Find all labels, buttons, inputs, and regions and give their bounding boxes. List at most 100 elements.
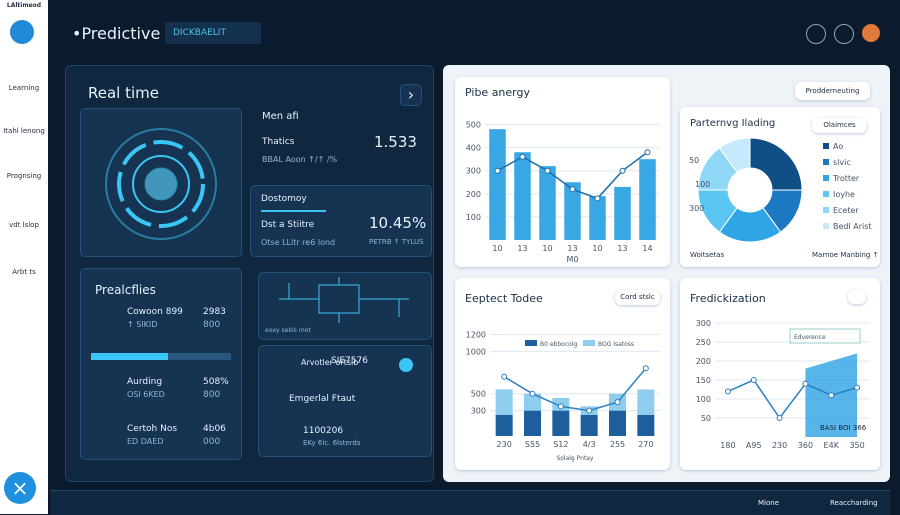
- card-title: Prealcflies: [95, 283, 156, 297]
- label: eoey sebls mot: [265, 327, 311, 334]
- point: [619, 167, 626, 174]
- circuit: [279, 277, 409, 323]
- bar-segment: [524, 410, 541, 436]
- status-dot: [399, 358, 413, 372]
- x-tick-label: 4/3: [583, 440, 596, 449]
- next-button[interactable]: ›: [400, 84, 422, 106]
- row-text: OSI 6KED: [127, 390, 165, 399]
- legend-label: Eceter: [833, 206, 859, 215]
- bar: [539, 166, 556, 240]
- nav-item[interactable]: Prognsing: [6, 172, 42, 180]
- legend-swatch: [823, 191, 829, 197]
- bar-segment: [524, 393, 541, 411]
- ring-label: 50: [689, 156, 699, 165]
- legend-box: [789, 328, 861, 344]
- footer-bar: Mione Reaccharding: [50, 490, 890, 515]
- x-tick-label: 350: [849, 441, 864, 450]
- y-tick-label: 300: [466, 167, 481, 176]
- x-tick-label: 10: [492, 244, 502, 253]
- nav-item[interactable]: vdt lslop: [9, 221, 39, 229]
- y-tick-label: 150: [696, 376, 711, 385]
- legend-swatch: [583, 340, 595, 346]
- dropdown[interactable]: Olaimces: [812, 118, 867, 133]
- nav-item[interactable]: Itahl lenong: [3, 127, 45, 135]
- y-tick-label: 500: [471, 390, 486, 399]
- point: [594, 195, 601, 202]
- row-text: 800: [203, 320, 221, 330]
- label: Thatics: [262, 137, 295, 147]
- icon-button[interactable]: [834, 24, 854, 44]
- row-text: ED DAED: [127, 437, 164, 446]
- footer-label: Woitsetas: [690, 251, 725, 259]
- x-tick-label: 180: [720, 441, 735, 450]
- x-tick-label: 14: [642, 244, 652, 253]
- legend-label: Bedl Arist: [833, 222, 872, 231]
- point: [544, 167, 551, 174]
- profiles-card: Prealcflies Cowoon 899 2983 ↑ SIKID 800 Aurd…: [80, 268, 242, 460]
- point: [586, 407, 593, 414]
- y-tick-label: 500: [466, 121, 481, 130]
- row-text: 4b06: [203, 424, 226, 434]
- close-button[interactable]: ×: [4, 472, 36, 504]
- search-box[interactable]: DICKBAELIT: [165, 22, 261, 44]
- value: 10.45%: [369, 214, 427, 232]
- x-tick-label: 10: [592, 244, 602, 253]
- chart-card: [455, 278, 670, 470]
- x-tick-label: 270: [638, 440, 653, 449]
- x-tick-label: A95: [746, 441, 762, 450]
- x-tick-label: 360: [798, 441, 813, 450]
- app-title: •Predictive ▾: [72, 24, 173, 43]
- legend-label: Ioyhe: [833, 190, 855, 199]
- x-title: Solalg Pntay: [556, 455, 594, 462]
- footer-label: Mione: [758, 499, 780, 507]
- point: [802, 380, 809, 387]
- legend-label: Ao: [833, 142, 843, 151]
- sub: BBAL Aoon ↑/↑ /%: [262, 155, 338, 164]
- value: 1100206: [303, 426, 344, 436]
- point: [569, 186, 576, 193]
- point: [501, 373, 508, 380]
- point: [614, 399, 621, 406]
- legend-label: Trotter: [832, 174, 860, 183]
- logo: [10, 20, 34, 44]
- footer-label: Marnoe Manbing ↑: [812, 251, 879, 259]
- bar-segment: [609, 410, 626, 436]
- expand-button[interactable]: [848, 290, 866, 304]
- point: [776, 415, 783, 421]
- chart-title: Fredickization: [690, 292, 766, 305]
- slice: [718, 137, 751, 173]
- y-tick-label: 1200: [466, 330, 486, 339]
- dropdown[interactable]: Cord stslc: [615, 290, 660, 305]
- orbit-card: [80, 108, 242, 257]
- y-tick-label: 400: [466, 144, 481, 153]
- point: [557, 403, 564, 410]
- stats-card: Men afi Thatics 1.533 BBAL Aoon ↑/↑ /%: [250, 105, 430, 175]
- bar-segment: [552, 410, 570, 436]
- point: [642, 365, 649, 372]
- y-tick-label: 100: [696, 395, 711, 404]
- label: Emgerlal Ftaut: [289, 394, 356, 404]
- avatar[interactable]: [862, 24, 880, 42]
- point: [724, 388, 731, 395]
- bar: [589, 196, 606, 240]
- point: [644, 149, 651, 156]
- top-button[interactable]: Prodderneuting: [795, 82, 870, 100]
- progress-fill: [91, 353, 168, 360]
- ring-label: 100: [695, 180, 710, 189]
- line: [727, 379, 858, 420]
- x-tick-label: S55: [525, 440, 540, 449]
- legend-swatch: [823, 223, 829, 229]
- alerts-card: Arvotler ortslb SIE7576 Emgerlal Ftaut 1…: [258, 345, 432, 457]
- nav-item[interactable]: Arbt ts: [12, 268, 36, 276]
- point: [750, 377, 757, 383]
- legend-label: Edverence: [794, 334, 826, 341]
- point: [828, 392, 835, 399]
- row-text: 800: [203, 390, 221, 400]
- nav-item[interactable]: Learning: [8, 84, 40, 92]
- x-tick-label: S12: [553, 440, 568, 449]
- bar: [639, 159, 656, 240]
- point: [519, 153, 526, 160]
- chart: 300 500 1000 1200 230 S55 S12 4/3 255 270 B0 ebboc…: [466, 330, 660, 462]
- icon-button[interactable]: [806, 24, 826, 44]
